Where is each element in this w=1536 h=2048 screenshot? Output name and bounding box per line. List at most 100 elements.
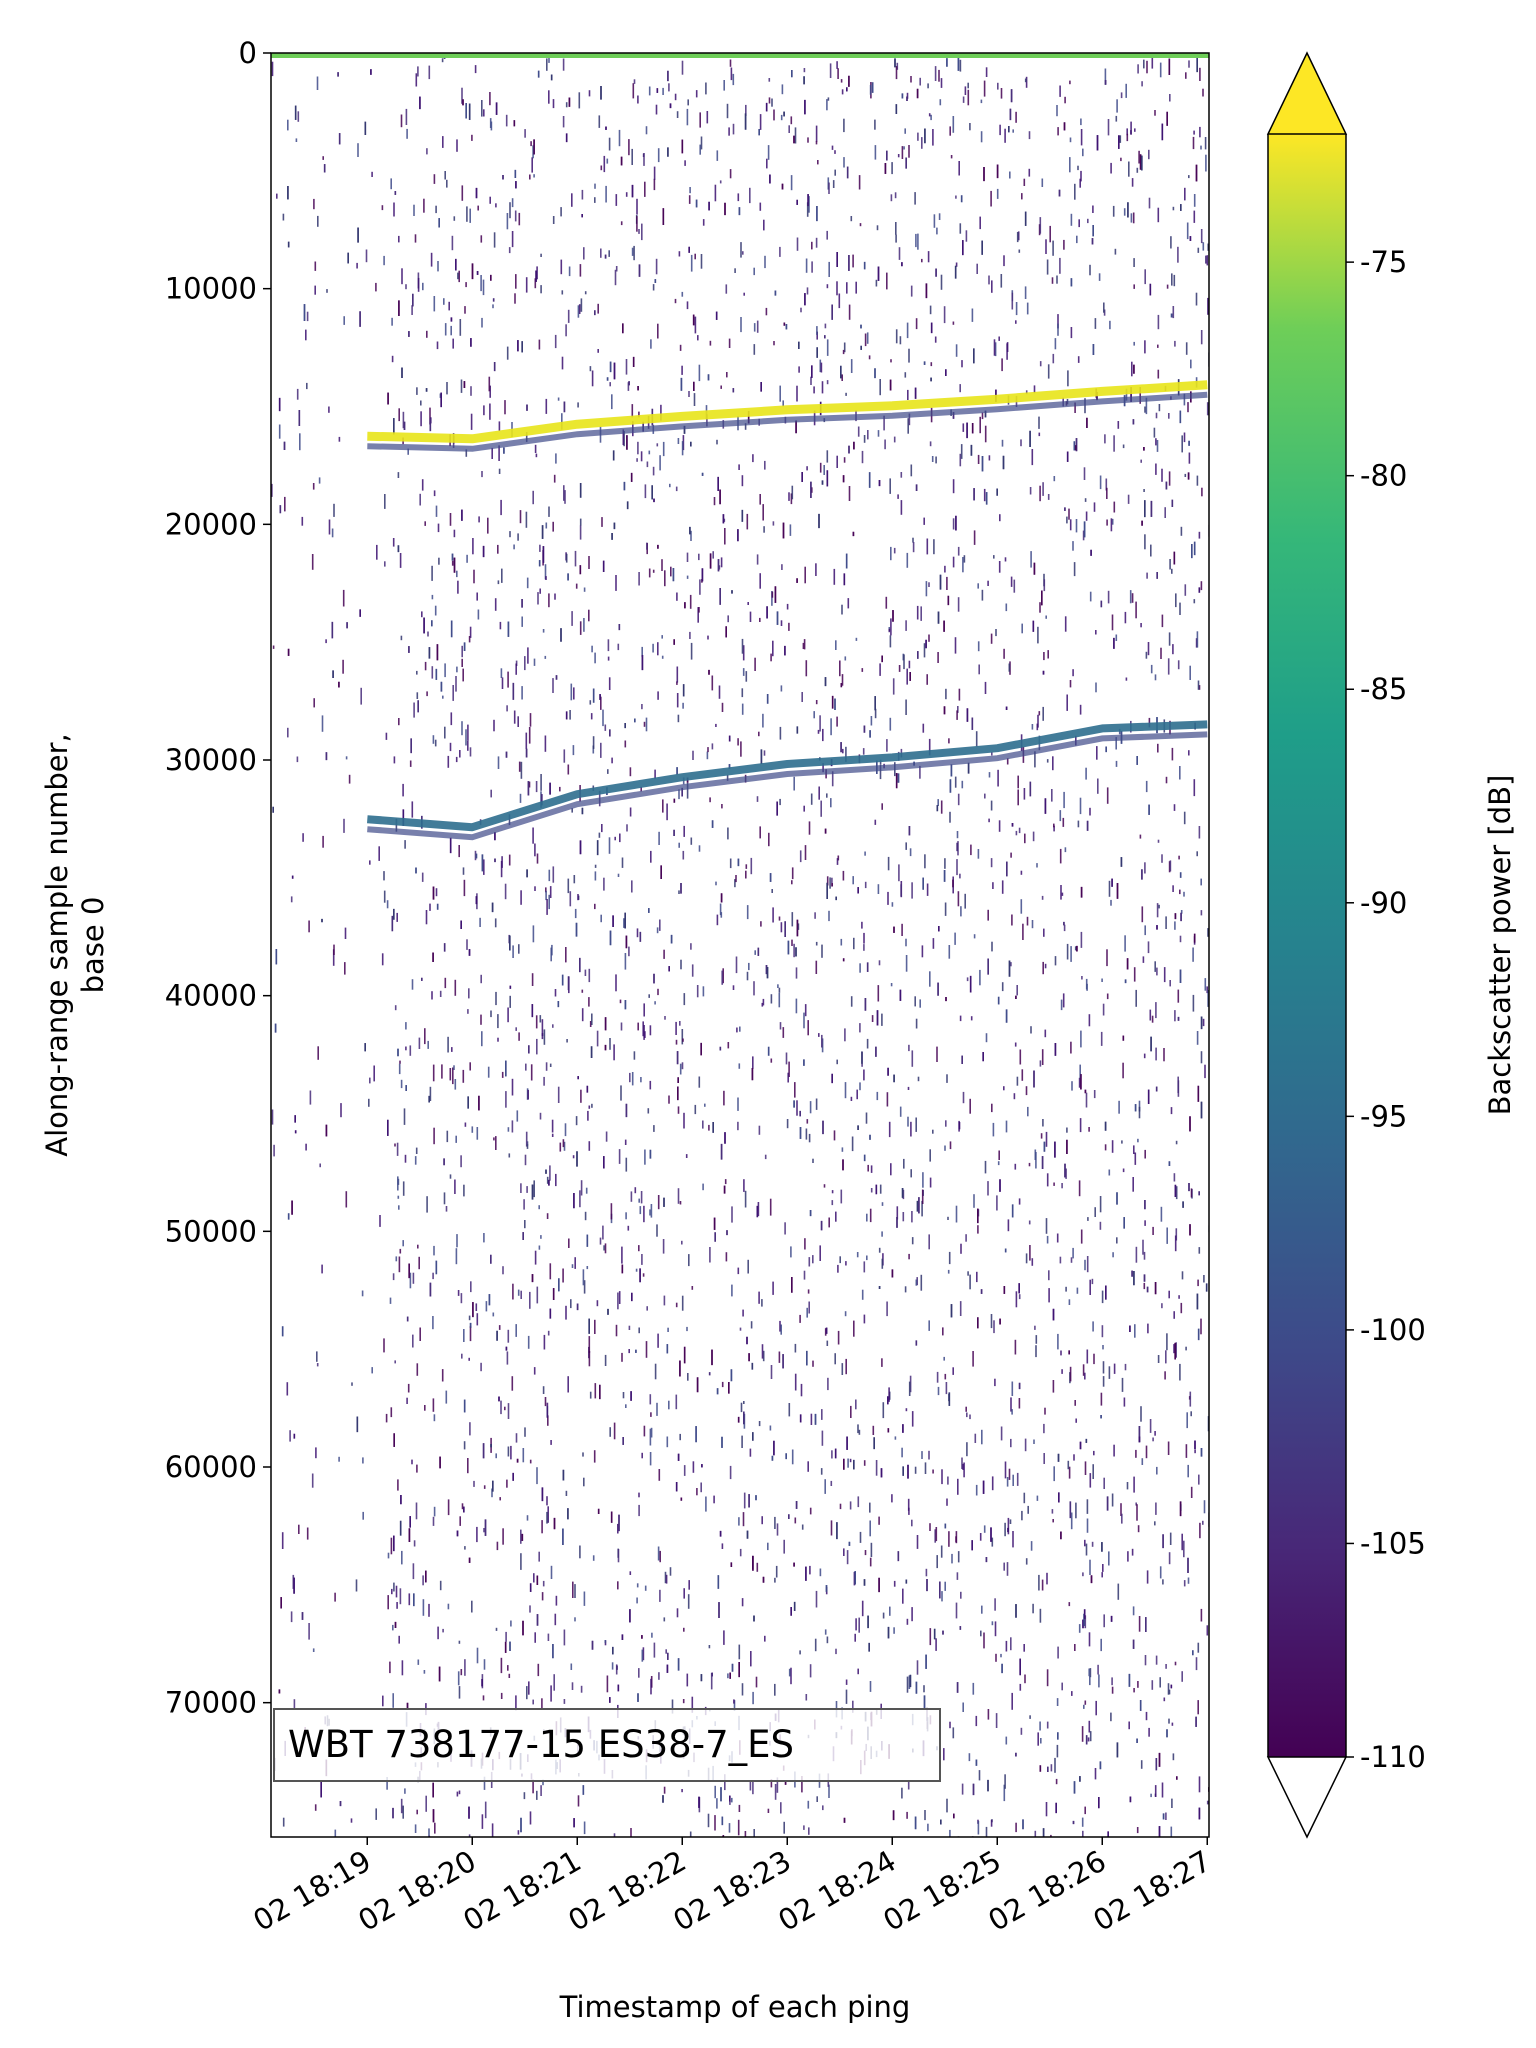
speckle: [456, 757, 458, 762]
speckle: [845, 1359, 847, 1374]
speckle: [896, 773, 898, 788]
speckle: [966, 230, 968, 241]
speckle: [864, 1315, 866, 1324]
speckle: [344, 962, 346, 975]
speckle: [555, 1174, 557, 1186]
speckle: [1110, 1713, 1112, 1722]
speckle: [908, 1781, 910, 1790]
speckle: [287, 1382, 289, 1395]
speckle: [1090, 1731, 1092, 1741]
speckle: [878, 430, 880, 437]
speckle: [600, 1238, 602, 1245]
speckle: [625, 1212, 627, 1219]
speckle: [521, 762, 523, 779]
speckle: [967, 708, 969, 722]
speckle: [937, 983, 939, 996]
speckle: [1147, 1570, 1149, 1583]
speckle: [806, 1351, 808, 1366]
speckle: [568, 879, 570, 894]
speckle: [666, 804, 668, 821]
speckle: [864, 726, 866, 733]
speckle: [999, 820, 1001, 832]
speckle: [814, 912, 816, 919]
speckle: [420, 411, 422, 426]
speckle: [1082, 1572, 1084, 1576]
x-tick-label: 02 18:23: [667, 1844, 796, 1938]
speckle: [841, 939, 843, 946]
speckle: [467, 1458, 469, 1473]
speckle: [865, 998, 867, 1011]
speckle: [592, 1641, 594, 1650]
speckle: [761, 749, 763, 764]
speckle: [657, 642, 659, 655]
speckle: [1024, 1675, 1026, 1684]
speckle: [963, 97, 965, 103]
speckle: [535, 1251, 537, 1265]
speckle: [524, 1220, 526, 1228]
speckle: [1095, 318, 1097, 329]
speckle: [464, 880, 466, 896]
speckle: [855, 1400, 857, 1410]
speckle: [960, 1592, 962, 1599]
speckle: [508, 1330, 510, 1343]
speckle: [632, 1072, 634, 1085]
speckle: [583, 247, 585, 259]
speckle: [491, 122, 493, 131]
speckle: [505, 1091, 507, 1108]
speckle: [828, 183, 830, 195]
speckle: [803, 1013, 805, 1029]
speckle: [996, 489, 998, 496]
speckle: [636, 199, 638, 215]
speckle: [720, 386, 722, 389]
speckle: [943, 1748, 945, 1760]
speckle: [841, 79, 843, 83]
speckle: [851, 996, 853, 1007]
colorbar-label: Backscatter power [dB]: [1483, 775, 1517, 1116]
speckle: [754, 950, 756, 955]
speckle: [1194, 1449, 1196, 1453]
speckle: [1200, 879, 1202, 886]
speckle: [1137, 168, 1139, 173]
speckle: [521, 617, 523, 627]
speckle: [343, 316, 345, 325]
speckle: [722, 1382, 724, 1387]
speckle: [728, 127, 730, 135]
speckle: [1071, 1691, 1073, 1696]
speckle: [935, 66, 937, 81]
speckle: [825, 677, 827, 686]
speckle: [1059, 190, 1061, 197]
speckle: [654, 179, 656, 190]
speckle: [738, 1517, 740, 1525]
speckle: [461, 1669, 463, 1675]
speckle: [1128, 1722, 1130, 1730]
speckle: [972, 309, 974, 322]
speckle: [509, 855, 511, 866]
speckle: [939, 1582, 941, 1599]
speckle: [1033, 1440, 1035, 1445]
speckle: [792, 486, 794, 500]
speckle: [1066, 1128, 1068, 1133]
speckle: [546, 899, 548, 915]
speckle: [409, 1528, 411, 1542]
speckle: [1178, 990, 1180, 1003]
speckle: [1036, 863, 1038, 867]
speckle: [733, 74, 735, 85]
speckle: [828, 262, 830, 277]
speckle: [463, 1185, 465, 1197]
speckle: [1089, 1632, 1091, 1646]
speckle: [392, 356, 394, 362]
speckle: [328, 407, 330, 413]
speckle: [1116, 1192, 1118, 1204]
speckle: [958, 794, 960, 806]
speckle: [317, 216, 319, 227]
speckle: [857, 887, 859, 893]
speckle: [467, 741, 469, 751]
speckle: [1146, 61, 1148, 74]
speckle: [743, 1412, 745, 1425]
speckle: [469, 1316, 471, 1321]
speckle: [1194, 1441, 1196, 1450]
speckle: [428, 1096, 430, 1103]
speckle: [337, 72, 339, 76]
speckle: [758, 129, 760, 135]
speckle: [1068, 509, 1070, 520]
